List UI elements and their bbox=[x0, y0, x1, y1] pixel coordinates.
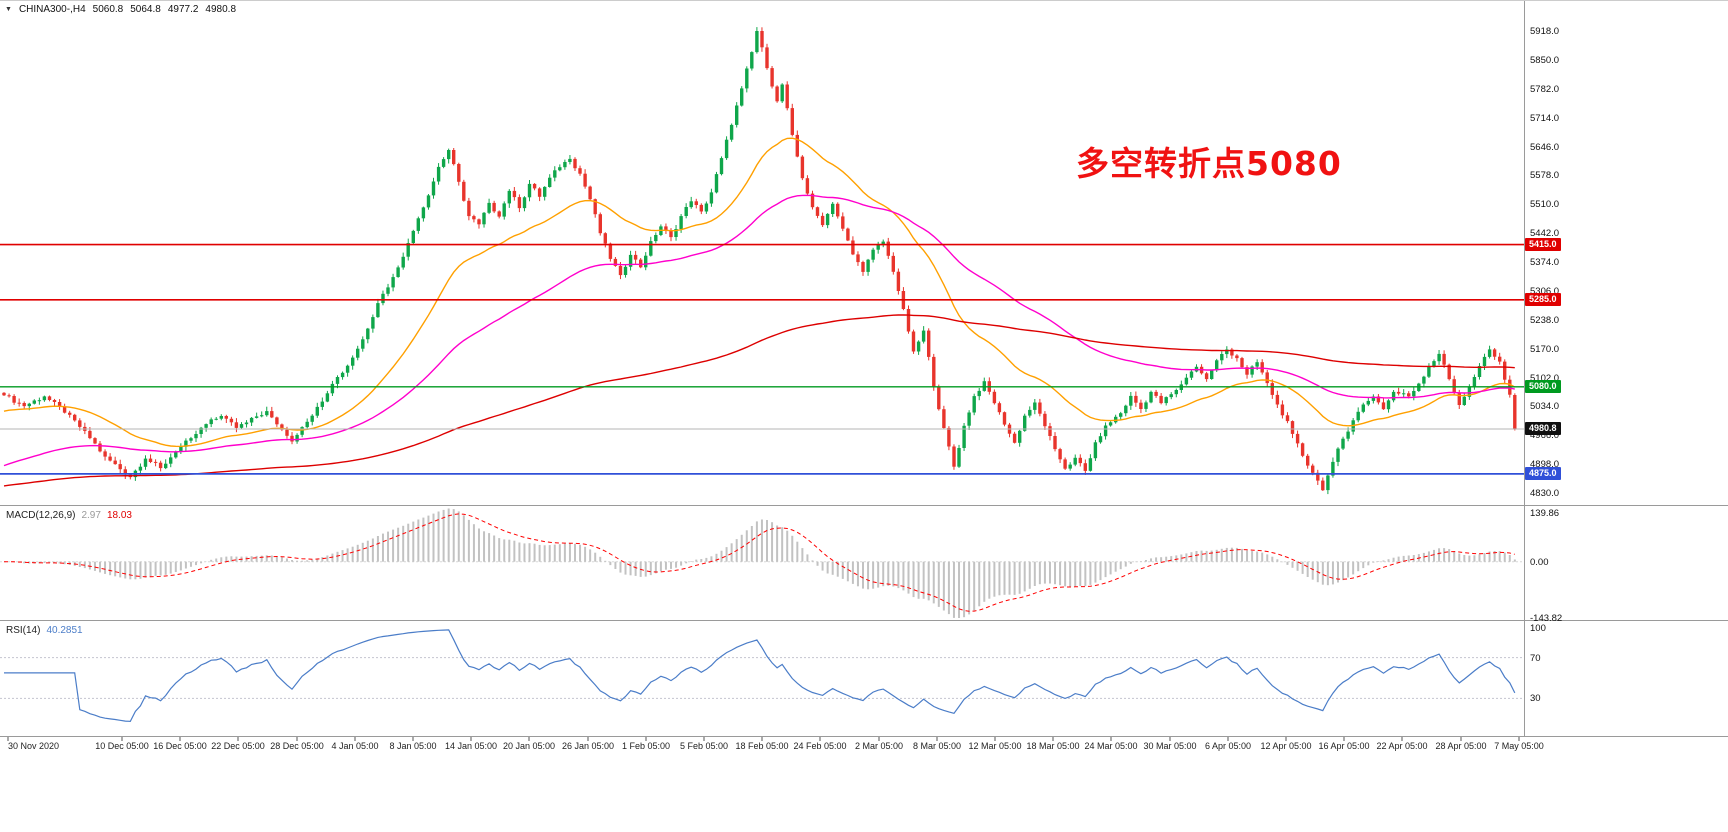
macd-signal-line bbox=[4, 513, 1515, 612]
macd-indicator-label: MACD(12,26,9) 2.97 18.03 bbox=[6, 510, 132, 521]
macd-signal-value: 18.03 bbox=[106, 510, 132, 521]
macd-series bbox=[0, 508, 1524, 618]
panel-separators[interactable] bbox=[0, 1, 1728, 741]
macd-main-value: 2.97 bbox=[81, 510, 101, 521]
ohlc-low-value: 4977.2 bbox=[167, 4, 199, 15]
rsi-value: 40.2851 bbox=[46, 625, 83, 636]
chart-header: ▼ CHINA300-,H4 5060.8 5064.8 4977.2 4980… bbox=[5, 4, 236, 15]
chart-annotation-text[interactable]: 多空转折点5080 bbox=[1076, 144, 1342, 183]
symbol-timeframe-label: CHINA300-,H4 bbox=[18, 4, 86, 15]
horizontal-level-lines bbox=[0, 243, 1524, 475]
ohlc-open-value: 5060.8 bbox=[92, 4, 124, 15]
ma-fast-orange-line bbox=[3, 137, 1516, 448]
ohlc-high-value: 5064.8 bbox=[130, 4, 161, 15]
moving-average-lines bbox=[3, 137, 1516, 487]
rsi-series bbox=[0, 629, 1524, 723]
rsi-name-label: RSI(14) bbox=[6, 625, 41, 636]
macd-name-label: MACD(12,26,9) bbox=[6, 510, 76, 521]
ohlc-close-value: 4980.8 bbox=[205, 4, 237, 15]
rsi-line bbox=[4, 629, 1516, 723]
candlestick-series bbox=[2, 27, 1517, 495]
ma-mid-magenta-line bbox=[3, 194, 1515, 467]
symbol-dropdown-icon[interactable]: ▼ bbox=[5, 6, 12, 13]
ma-slow-red-line bbox=[3, 314, 1515, 487]
rsi-indicator-label: RSI(14) 40.2851 bbox=[6, 625, 83, 636]
